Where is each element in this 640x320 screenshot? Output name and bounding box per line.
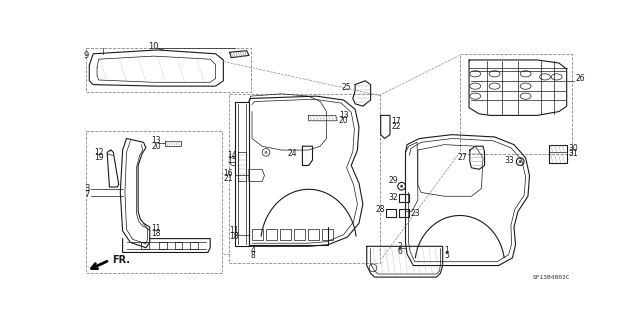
Bar	[229, 94, 380, 263]
Text: 11: 11	[151, 224, 161, 233]
Circle shape	[518, 160, 522, 163]
Bar	[86, 131, 222, 273]
Text: 3: 3	[84, 184, 89, 193]
Bar	[308, 229, 319, 240]
Bar	[86, 48, 250, 92]
Text: 32: 32	[388, 193, 397, 202]
Bar	[460, 54, 572, 154]
Text: 5: 5	[444, 251, 449, 260]
Text: 17: 17	[392, 117, 401, 126]
Text: 24: 24	[287, 149, 297, 158]
Text: 9: 9	[84, 51, 89, 60]
Text: 20: 20	[151, 142, 161, 151]
Text: 21: 21	[223, 174, 233, 183]
Text: 4: 4	[250, 246, 255, 255]
Text: FR.: FR.	[113, 255, 131, 265]
Text: 22: 22	[392, 123, 401, 132]
Text: 28: 28	[375, 205, 385, 214]
Bar	[294, 229, 305, 240]
Text: 26: 26	[576, 74, 586, 83]
Text: 14: 14	[227, 151, 237, 160]
Text: 12: 12	[94, 148, 104, 157]
Text: 6: 6	[397, 247, 403, 256]
Text: 1: 1	[444, 246, 449, 255]
Text: 2: 2	[397, 242, 403, 251]
Bar	[322, 229, 333, 240]
Text: 33: 33	[504, 156, 514, 164]
Bar	[190, 243, 198, 249]
Text: 31: 31	[568, 149, 578, 158]
Text: 18: 18	[229, 232, 238, 241]
Text: 7: 7	[84, 190, 89, 199]
Text: 10: 10	[148, 42, 159, 52]
Text: 30: 30	[568, 144, 578, 153]
Text: 19: 19	[94, 153, 104, 162]
Text: 11: 11	[229, 227, 238, 236]
Text: 25: 25	[342, 83, 351, 92]
Text: 15: 15	[227, 156, 237, 165]
Text: 13: 13	[339, 111, 348, 120]
Bar	[159, 243, 167, 249]
Bar	[280, 229, 291, 240]
Text: 8: 8	[250, 251, 255, 260]
Text: 13: 13	[151, 136, 161, 145]
Text: 20: 20	[339, 116, 348, 125]
Text: 18: 18	[151, 229, 161, 238]
Circle shape	[400, 185, 403, 188]
Bar	[175, 243, 182, 249]
Text: SF13B4802C: SF13B4802C	[532, 275, 570, 280]
Text: 23: 23	[411, 209, 420, 218]
Bar	[252, 229, 263, 240]
Text: 27: 27	[458, 153, 467, 162]
Text: 29: 29	[388, 176, 397, 185]
Bar	[141, 243, 149, 249]
Bar	[266, 229, 277, 240]
Circle shape	[264, 151, 268, 154]
Text: 16: 16	[223, 169, 233, 178]
